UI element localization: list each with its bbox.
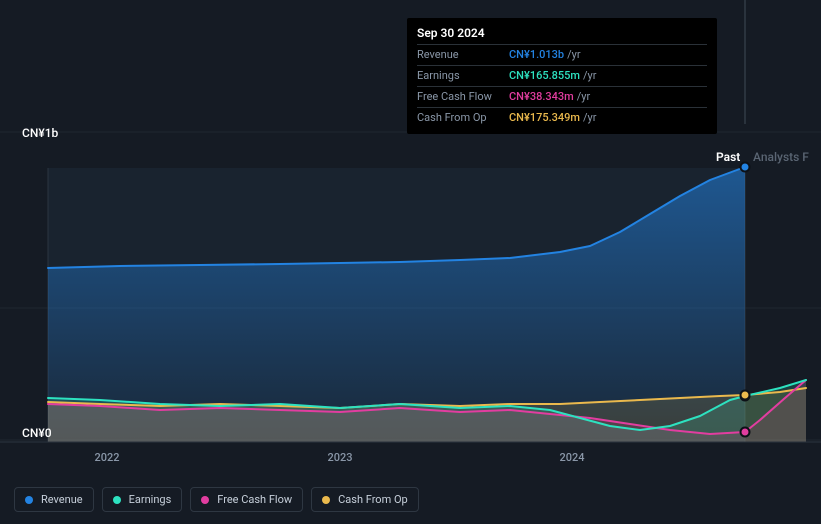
legend-dot-icon: [201, 496, 209, 504]
legend-item[interactable]: Cash From Op: [311, 487, 419, 512]
x-axis-label: 2024: [559, 451, 584, 464]
legend-label: Cash From Op: [338, 493, 408, 506]
past-label: Past: [716, 150, 740, 164]
legend-label: Earnings: [129, 493, 172, 506]
tooltip-row-value: CN¥1.013b: [509, 47, 564, 63]
x-axis-label: 2022: [94, 451, 119, 464]
tooltip-row-label: Earnings: [417, 68, 509, 84]
tooltip-row-unit: /yr: [567, 47, 580, 63]
tooltip-row-label: Free Cash Flow: [417, 89, 509, 105]
forecast-label: Analysts F: [753, 150, 809, 164]
tooltip-row-unit: /yr: [583, 110, 596, 126]
tooltip-row-value: CN¥165.855m: [509, 68, 580, 84]
tooltip-row: Cash From OpCN¥175.349m/yr: [417, 107, 707, 128]
tooltip-row-unit: /yr: [583, 68, 596, 84]
tooltip-row: EarningsCN¥165.855m/yr: [417, 65, 707, 86]
legend-dot-icon: [322, 496, 330, 504]
tooltip-row: Free Cash FlowCN¥38.343m/yr: [417, 86, 707, 107]
tooltip-row-value: CN¥175.349m: [509, 110, 580, 126]
legend-item[interactable]: Revenue: [14, 487, 94, 512]
legend-dot-icon: [113, 496, 121, 504]
financials-chart: CN¥1b CN¥0 2022 2023 2024 Past Analysts F S…: [0, 0, 821, 524]
tooltip-row-label: Revenue: [417, 47, 509, 63]
legend-dot-icon: [25, 496, 33, 504]
legend-item[interactable]: Free Cash Flow: [190, 487, 303, 512]
legend: Revenue Earnings Free Cash Flow Cash From O…: [14, 487, 419, 512]
x-axis-label: 2023: [327, 451, 352, 464]
y-axis-label: CN¥1b: [22, 126, 58, 140]
tooltip: Sep 30 2024 RevenueCN¥1.013b/yrEarningsC…: [407, 18, 717, 134]
tooltip-date: Sep 30 2024: [417, 26, 707, 44]
legend-label: Revenue: [41, 493, 83, 506]
y-axis-label: CN¥0: [22, 426, 52, 440]
legend-label: Free Cash Flow: [217, 493, 292, 506]
legend-item[interactable]: Earnings: [102, 487, 183, 512]
tooltip-row-unit: /yr: [577, 89, 590, 105]
tooltip-row-value: CN¥38.343m: [509, 89, 574, 105]
tooltip-row-label: Cash From Op: [417, 110, 509, 126]
tooltip-row: RevenueCN¥1.013b/yr: [417, 44, 707, 65]
